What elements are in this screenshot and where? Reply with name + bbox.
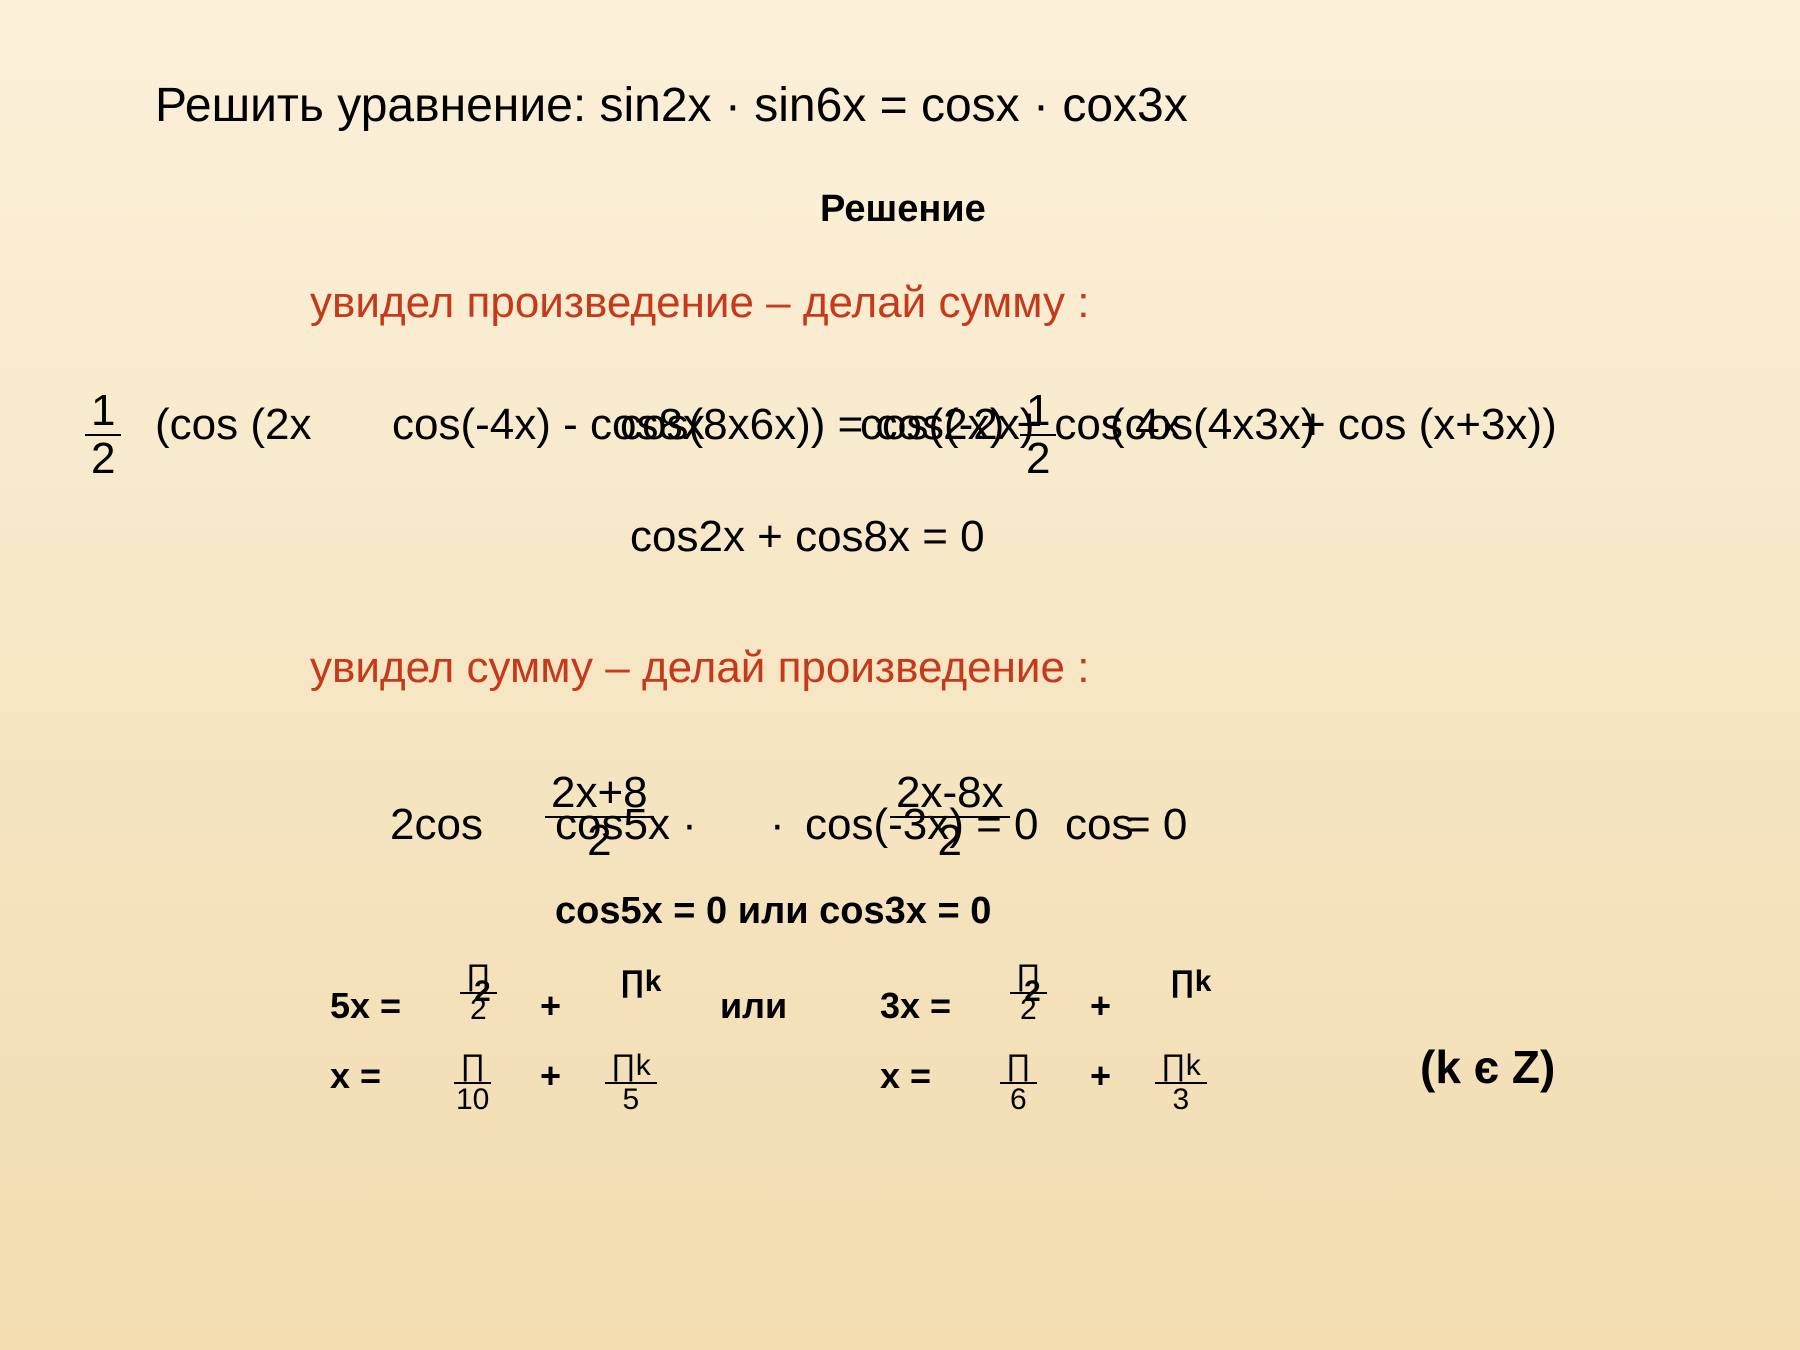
- ans-x1-frac-b: ∏k5: [605, 1050, 657, 1115]
- line-cos5-or-cos3: cos5x = 0 или cos3x = 0: [555, 890, 991, 933]
- mid-seg6: + cos (x+3x)): [1300, 400, 1557, 450]
- mid-seg1: (cos (2x: [155, 400, 311, 450]
- bot-2cos: 2cos: [390, 800, 483, 850]
- mid-frac-right: 12: [1020, 388, 1056, 482]
- ans-3x-pik: ∏k: [1170, 965, 1211, 999]
- ans-5x: 5x =: [330, 985, 401, 1027]
- bot-eq0: = 0: [1125, 800, 1187, 850]
- line-cos2x-cos8x: cos2x + cos8x = 0: [630, 512, 985, 562]
- ans-x1-plus: +: [540, 1055, 561, 1097]
- mid-frac-left: 12: [85, 388, 121, 482]
- ans-3x-plus: +: [1090, 985, 1111, 1027]
- solution-header: Решение: [820, 188, 986, 231]
- ans-5x-pik: ∏k: [620, 965, 661, 999]
- bot-seg2: cos(-3x) = 0: [805, 800, 1039, 850]
- k-in-z: (k є Z): [1420, 1040, 1555, 1094]
- bot-cos-overlap: cos: [1065, 800, 1133, 850]
- ans-x2: x =: [880, 1055, 931, 1097]
- ans-5x-plus: +: [540, 985, 561, 1027]
- ans-x2-frac-b: ∏k3: [1155, 1050, 1207, 1115]
- ans-3x-char: 2: [1024, 975, 1041, 1009]
- mid-seg5: (cos(4x3x): [1110, 400, 1315, 450]
- bot-dot: ·: [770, 800, 785, 850]
- ans-3x: 3x =: [880, 985, 951, 1027]
- hint-product-to-sum: увидел произведение – делай сумму :: [310, 278, 1089, 328]
- ans-x1: x =: [330, 1055, 381, 1097]
- hint-sum-to-product: увидел сумму – делай произведение :: [310, 643, 1089, 693]
- ans-5x-char: 2: [474, 975, 491, 1009]
- ans-x1-frac-a: ∏10: [450, 1050, 495, 1115]
- ans-or: или: [720, 985, 787, 1027]
- bot-seg1: cos5x ·: [555, 800, 697, 850]
- ans-x2-frac-a: ∏6: [1000, 1050, 1037, 1115]
- problem-title: Решить уравнение: sin2x · sin6x = cosx ·…: [155, 78, 1188, 133]
- ans-x2-plus: +: [1090, 1055, 1111, 1097]
